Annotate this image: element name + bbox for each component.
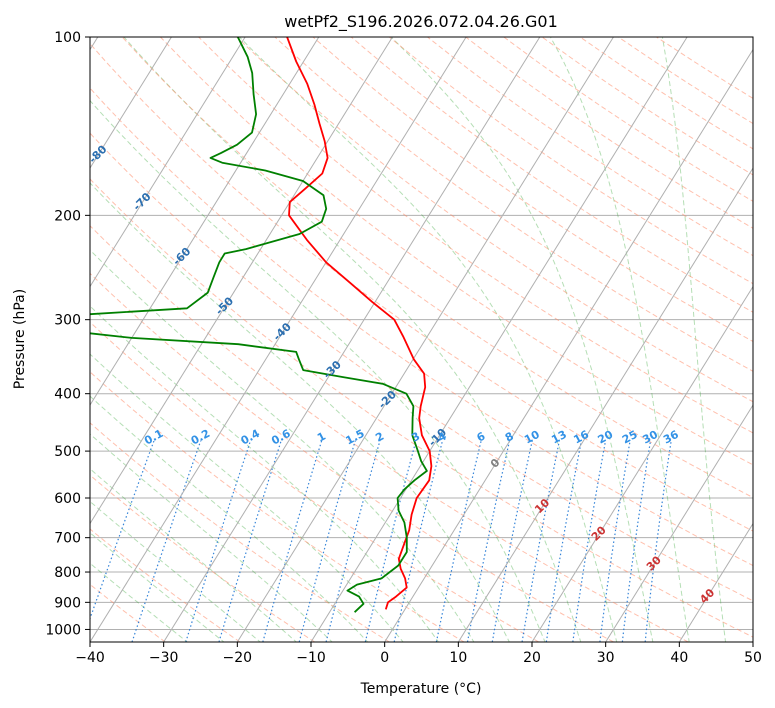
- mixing-ratio-label: 36: [661, 428, 681, 447]
- moist-adiabat-line: [90, 249, 475, 642]
- isotherm-line: [236, 37, 614, 642]
- series-layer: [90, 37, 433, 613]
- moist-adiabat-line: [90, 353, 404, 642]
- dry-adiabat-line: [312, 37, 753, 343]
- axis-layer: −40 −30 −20 −10 0 10 20 30 40 50 100 200 300 400 500 60…: [45, 30, 762, 666]
- isotherm-line: [457, 167, 753, 642]
- mixing-ratio-line: [545, 440, 582, 642]
- y-tick-label: 1000: [45, 622, 81, 638]
- mixing-ratio-line: [325, 440, 381, 642]
- mixing-ratio-line: [90, 440, 155, 621]
- y-tick-label: 400: [54, 387, 81, 403]
- mixing-ratio-line: [185, 440, 252, 642]
- mixing-ratio-line: [466, 440, 511, 642]
- chart-title: wetPf2_S196.2026.072.04.26.G01: [284, 12, 558, 32]
- sounding-series-line: [286, 37, 433, 610]
- dry-adiabat-line: [350, 37, 753, 313]
- mixing-ratio-line: [298, 440, 356, 642]
- mixing-ratio-label: 25: [620, 428, 640, 447]
- y-tick-label: 700: [54, 531, 81, 547]
- isotherm-line: [384, 48, 753, 642]
- isotherm-line: [90, 37, 467, 642]
- mixing-ratio-line: [621, 440, 652, 642]
- moist-adiabat-line: [90, 395, 369, 642]
- y-tick-label: 500: [54, 444, 81, 460]
- dry-adiabat-line: [90, 474, 315, 642]
- y-axis-label: Pressure (hPa): [12, 289, 28, 389]
- dry-adiabat-line: [198, 37, 753, 434]
- x-tick-label: 40: [670, 650, 688, 666]
- isotherm-line: [678, 522, 753, 642]
- dry-adiabat-line: [90, 528, 241, 642]
- moist-adiabat-line: [90, 562, 189, 642]
- mixing-ratio-line: [491, 440, 533, 642]
- x-axis-label: Temperature (°C): [360, 681, 482, 697]
- plot-frame: [89, 36, 754, 643]
- moist-adiabat-line: [239, 37, 618, 642]
- mixing-ratio-label: 16: [571, 428, 591, 447]
- x-tick-label: −20: [223, 650, 253, 666]
- isotherm-layer: [90, 37, 753, 642]
- isotherm-line: [90, 37, 393, 525]
- moist-adiabat-line: [390, 37, 654, 642]
- mixing-ratio-line: [572, 440, 607, 642]
- x-tick-label: 50: [744, 650, 762, 666]
- mixing-ratio-line: [435, 440, 482, 642]
- dry-adiabat-line: [90, 371, 465, 642]
- dry-adiabat-line: [90, 132, 753, 602]
- mixing-ratio-label: 20: [596, 428, 616, 447]
- mixing-ratio-line: [599, 440, 631, 642]
- moist-adiabat-line: [90, 182, 510, 642]
- dry-adiabat-line: [90, 225, 689, 642]
- y-tick-label: 900: [54, 595, 81, 611]
- mixing-ratio-label: 10: [522, 428, 542, 447]
- x-tick-label: 0: [380, 650, 389, 666]
- mixing-ratio-line: [218, 440, 282, 642]
- y-tick-label: 300: [54, 313, 81, 329]
- dry-adiabat-line: [90, 42, 753, 532]
- isotherm-line: [163, 37, 541, 642]
- line-label-layer: -100-90-80-70-60-50-40-30-20-10010203040…: [90, 142, 717, 606]
- mixing-ratio-label: 13: [549, 428, 569, 447]
- mixing-ratio-line: [521, 440, 560, 642]
- moist-adiabat-line: [90, 305, 440, 642]
- x-tick-label: 20: [523, 650, 541, 666]
- isotherm-line: [90, 37, 246, 288]
- moist-adiabat-line: [90, 532, 225, 642]
- dry-adiabat-line: [274, 37, 753, 372]
- mixing-ratio-line: [644, 440, 672, 642]
- y-tick-label: 200: [54, 208, 81, 224]
- dry-adiabat-line: [121, 37, 753, 499]
- isotherm-line: [531, 285, 753, 642]
- y-tick-label: 800: [54, 565, 81, 581]
- isotherm-line: [310, 37, 688, 642]
- moist-adiabat-line: [90, 500, 262, 642]
- mixing-ratio-line: [262, 440, 323, 642]
- y-tick-label: 600: [54, 491, 81, 507]
- isotherm-line: [90, 37, 320, 406]
- sounding-series-line: [90, 37, 428, 613]
- isotherm-line: [605, 404, 753, 642]
- x-tick-label: −40: [75, 650, 105, 666]
- mixing-ratio-layer: [90, 440, 672, 642]
- isotherm-line: [90, 37, 172, 169]
- x-tick-label: −30: [149, 650, 179, 666]
- x-tick-label: 10: [449, 650, 467, 666]
- y-tick-label: 100: [54, 30, 81, 46]
- mixing-ratio-line: [364, 440, 417, 642]
- grid-layer: [90, 37, 753, 630]
- mixing-ratio-label: 30: [640, 428, 660, 447]
- moist-adiabat-line: [661, 37, 727, 642]
- x-tick-label: 30: [597, 650, 615, 666]
- dry-adiabat-line: [90, 87, 753, 567]
- x-tick-label: −10: [296, 650, 326, 666]
- dry-adiabat-line: [90, 321, 540, 642]
- dry-adiabat-layer: [90, 37, 753, 642]
- dry-adiabat-line: [160, 37, 753, 466]
- moist-adiabat-line: [123, 37, 582, 642]
